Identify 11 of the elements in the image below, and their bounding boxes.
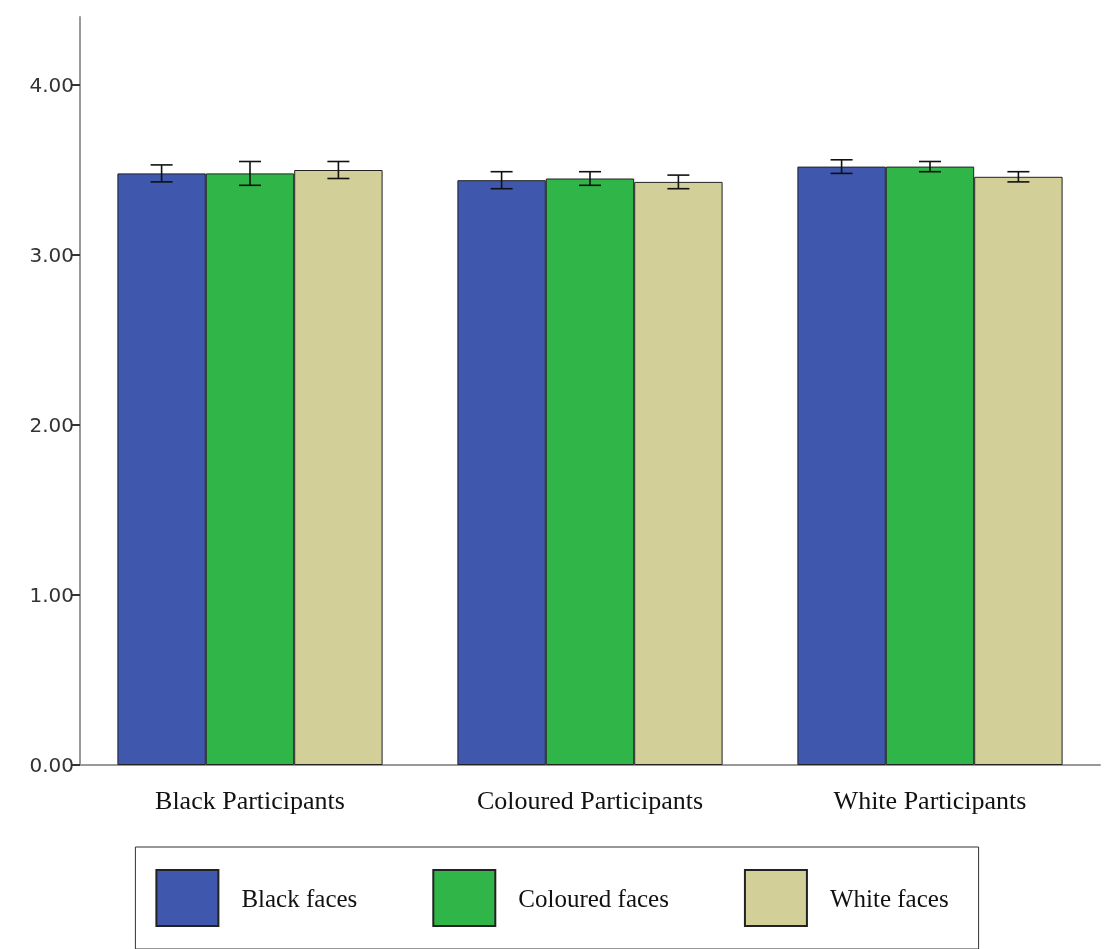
x-tick-label: White Participants (833, 785, 1027, 815)
legend-label: Coloured faces (518, 884, 669, 912)
legend-label: Black faces (241, 884, 358, 912)
y-tick-label: 0.00 (29, 753, 74, 777)
y-tick-label: 2.00 (29, 413, 74, 437)
y-tick-label: 3.00 (29, 243, 74, 267)
legend-label: White faces (829, 884, 949, 912)
x-tick-label: Coloured Participants (476, 785, 704, 815)
y-tick-label: 4.00 (29, 73, 74, 97)
y-tick-label: 1.00 (29, 583, 74, 607)
x-tick-label: Black Participants (155, 785, 345, 815)
